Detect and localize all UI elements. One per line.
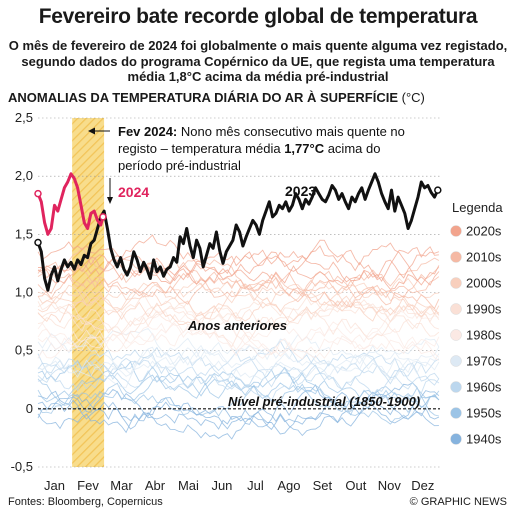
chart-heading-text: ANOMALIAS DA TEMPERATURA DIÁRIA DO AR À … — [8, 90, 398, 105]
series-2023-start-marker — [34, 238, 42, 247]
x-tick-label: Jul — [247, 478, 264, 493]
legend-swatch — [450, 433, 462, 445]
x-tick-label: Nov — [378, 478, 402, 493]
legend-swatch — [450, 277, 462, 289]
legend-title: Legenda — [452, 200, 503, 215]
previous-year-line — [37, 311, 440, 360]
previous-year-line — [37, 239, 440, 279]
label-preindustrial: Nível pré-industrial (1850-1900) — [228, 394, 420, 409]
y-tick-label: 2,0 — [15, 168, 33, 183]
legend-swatch — [450, 381, 462, 393]
previous-year-line — [37, 234, 440, 286]
previous-year-line — [37, 360, 440, 413]
y-tick-label: 1,5 — [15, 226, 33, 241]
x-tick-label: Set — [313, 478, 333, 493]
x-tick-label: Mai — [178, 478, 199, 493]
legend-label: 1990s — [466, 302, 502, 317]
legend-swatch — [450, 355, 462, 367]
previous-year-line — [37, 393, 440, 435]
legend-label: 2020s — [466, 224, 502, 239]
x-tick-label: Fev — [77, 478, 99, 493]
legend-label: 1970s — [466, 354, 502, 369]
previous-year-line — [37, 272, 440, 310]
legend-swatch — [450, 407, 462, 419]
previous-year-line — [37, 372, 440, 425]
chart-title: Fevereiro bate recorde global de tempera… — [38, 5, 478, 28]
previous-year-line — [37, 346, 440, 377]
y-tick-label: 1,0 — [15, 285, 33, 300]
x-tick-label: Abr — [145, 478, 166, 493]
y-tick-label: 2,5 — [15, 110, 33, 125]
x-tick-label: Mar — [110, 478, 133, 493]
legend-label: 2010s — [466, 250, 502, 265]
series-2023-end-marker — [434, 186, 442, 194]
label-2023: 2023 — [285, 183, 316, 199]
previous-year-line — [37, 351, 440, 396]
y-tick-label: 0 — [26, 401, 33, 416]
chart-heading-unit: (°C) — [401, 90, 425, 105]
series-2024-start-marker — [34, 189, 42, 198]
label-2024: 2024 — [118, 184, 149, 200]
previous-year-line — [37, 310, 440, 350]
previous-year-line — [37, 346, 440, 388]
legend-label: 2000s — [466, 276, 502, 291]
previous-year-line — [37, 352, 440, 402]
chart-heading: ANOMALIAS DA TEMPERATURA DIÁRIA DO AR À … — [8, 90, 425, 105]
annotation-arrowhead — [88, 127, 95, 135]
previous-year-line — [37, 283, 440, 325]
x-tick-label: Out — [345, 478, 366, 493]
label-previous-years: Anos anteriores — [187, 318, 287, 333]
previous-year-line — [38, 254, 440, 290]
previous-year-line — [37, 303, 440, 334]
y-tick-label: 0,5 — [15, 343, 33, 358]
previous-year-line — [37, 311, 440, 361]
legend-swatch — [450, 303, 462, 315]
previous-year-line — [37, 246, 439, 285]
x-tick-label: Dez — [411, 478, 434, 493]
previous-year-line — [37, 261, 440, 306]
annotation-line-2: registo – temperatura média 1,77°C acima… — [118, 141, 380, 156]
x-tick-label: Ago — [277, 478, 300, 493]
previous-year-line — [37, 382, 440, 417]
legend-label: 1950s — [466, 406, 502, 421]
chart-subtitle: O mês de fevereiro de 2024 foi globalmen… — [8, 38, 508, 84]
legend-label: 1960s — [466, 380, 502, 395]
x-tick-label: Jun — [211, 478, 232, 493]
legend-swatch — [450, 251, 462, 263]
previous-year-line — [37, 303, 440, 348]
previous-year-line — [37, 300, 439, 331]
legend-swatch — [450, 329, 462, 341]
previous-year-line — [37, 337, 440, 377]
annotation-line-3: período pré-industrial — [118, 158, 241, 173]
annotation-pointer-head — [107, 197, 113, 204]
x-tick-label: Jan — [44, 478, 65, 493]
series-2024-end-marker — [99, 213, 107, 221]
previous-year-line — [37, 258, 440, 308]
y-tick-label: -0,5 — [11, 459, 33, 474]
previous-year-line — [37, 277, 439, 316]
legend-label: 1940s — [466, 432, 502, 447]
legend-swatch — [450, 225, 462, 237]
credit-note: © GRAPHIC NEWS — [409, 496, 507, 508]
source-note: Fontes: Bloomberg, Copernicus — [8, 496, 163, 508]
series-2024-line — [36, 172, 105, 236]
previous-year-line — [37, 340, 440, 394]
previous-year-line — [37, 327, 440, 365]
legend-label: 1980s — [466, 328, 502, 343]
annotation-line-1: Fev 2024: Nono mês consecutivo mais quen… — [118, 124, 405, 139]
